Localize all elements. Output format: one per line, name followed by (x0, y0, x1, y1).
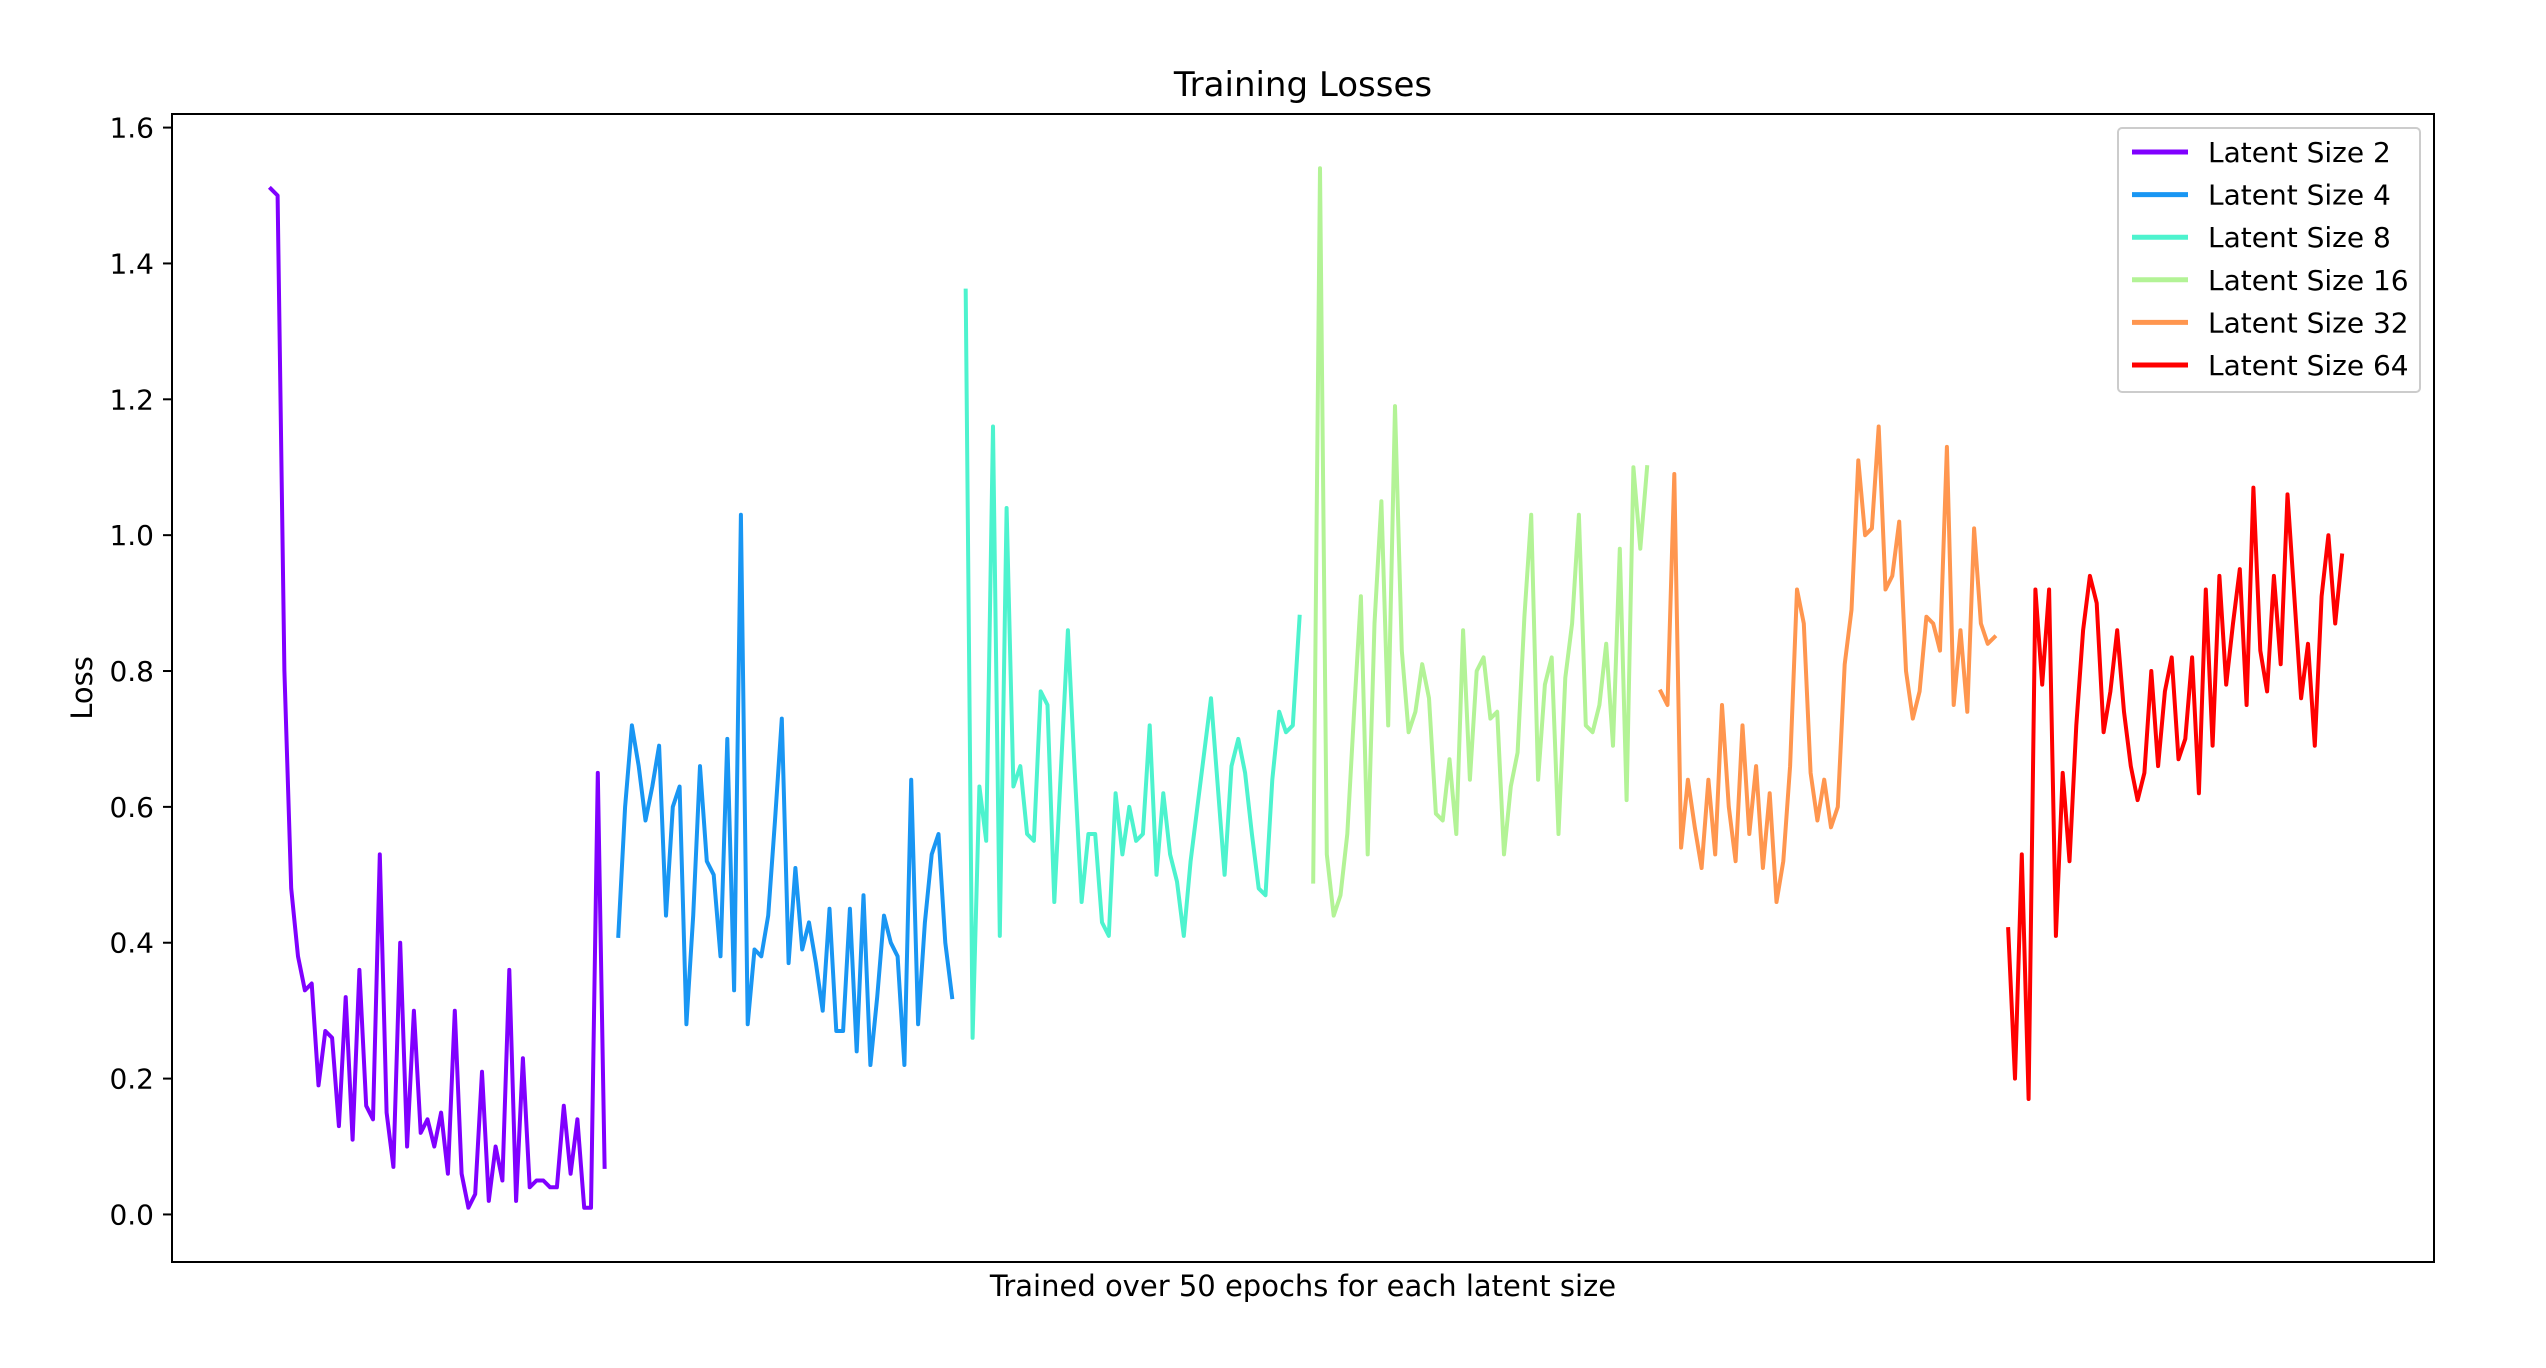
series-line-latent-size-16 (1311, 166, 1650, 918)
series-line-latent-size-32 (1658, 424, 1998, 904)
y-tick-label: 0.6 (109, 791, 154, 824)
x-axis-title: Trained over 50 epochs for each latent s… (989, 1269, 1616, 1303)
y-axis-title: Loss (65, 656, 99, 720)
y-tick-label: 1.6 (109, 112, 154, 145)
legend-label-latent-size-2: Latent Size 2 (2208, 136, 2391, 169)
y-tick-label: 0.8 (109, 655, 154, 688)
series-line-latent-size-64 (2006, 485, 2345, 1101)
series-line-latent-size-4 (616, 512, 955, 1067)
y-axis: 0.0 0.2 0.4 0.6 0.8 1.0 1.2 1.4 1.6 (109, 112, 172, 1231)
y-tick-label: 0.0 (109, 1198, 154, 1231)
legend-label-latent-size-64: Latent Size 64 (2208, 349, 2409, 382)
y-tick-label: 1.0 (109, 519, 154, 552)
legend-label-latent-size-4: Latent Size 4 (2208, 179, 2391, 212)
chart-title: Training Losses (1173, 65, 1432, 105)
legend: Latent Size 2 Latent Size 4 Latent Size 8 L… (2117, 127, 2421, 393)
y-tick-label: 0.4 (109, 927, 154, 960)
plot-area-frame (171, 113, 2435, 1263)
series-layer (267, 166, 2345, 1210)
legend-box (2117, 127, 2421, 393)
series-line-latent-size-8 (963, 288, 1302, 1040)
y-tick-label: 1.2 (109, 383, 154, 416)
series-line-latent-size-2 (267, 185, 607, 1210)
legend-label-latent-size-16: Latent Size 16 (2208, 264, 2409, 297)
y-tick-label: 0.2 (109, 1063, 154, 1096)
legend-label-latent-size-8: Latent Size 8 (2208, 221, 2391, 254)
legend-label-latent-size-32: Latent Size 32 (2208, 306, 2409, 339)
y-tick-label: 1.4 (109, 247, 154, 280)
legend-items: Latent Size 2 Latent Size 4 Latent Size 8 L… (2132, 136, 2409, 382)
